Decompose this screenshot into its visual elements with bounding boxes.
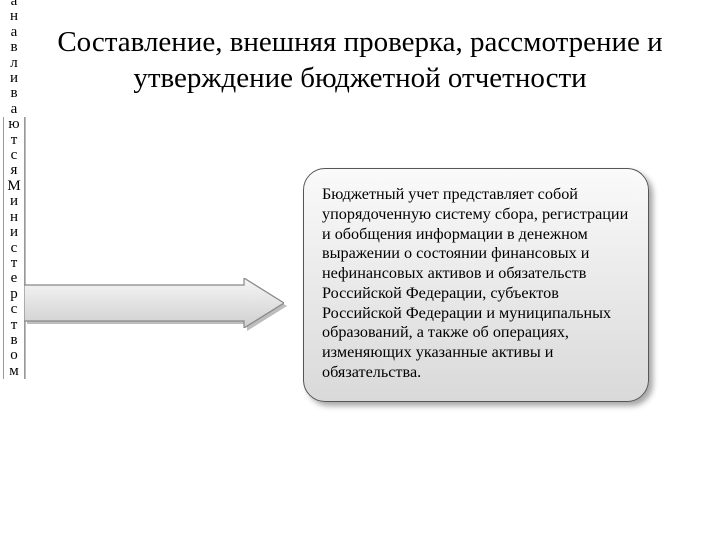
- vertical-char: р: [6, 287, 22, 302]
- page-title: Составление, внешняя проверка, рассмотре…: [0, 24, 720, 97]
- vertical-boxed-segment: ютсяМинистерством: [3, 117, 25, 379]
- vertical-char: о: [6, 348, 22, 363]
- vertical-char: с: [6, 241, 22, 256]
- vertical-char: я: [6, 163, 22, 178]
- vertical-char: т: [6, 256, 22, 271]
- vertical-char: ю: [6, 117, 22, 132]
- vertical-char: а: [5, 102, 23, 117]
- vertical-char: н: [5, 9, 23, 24]
- vertical-char: и: [5, 71, 23, 86]
- definition-text: Бюджетный учет представляет собой упоряд…: [322, 185, 628, 381]
- arrow-shape: [24, 278, 284, 328]
- vertical-text-column: анавлива ютсяМинистерством: [5, 0, 23, 379]
- vertical-plain-segment: анавлива: [5, 0, 23, 117]
- arrow-body: [24, 278, 284, 328]
- vertical-char: и: [6, 225, 22, 240]
- vertical-char: с: [6, 302, 22, 317]
- vertical-char: т: [6, 133, 22, 148]
- vertical-char: т: [6, 318, 22, 333]
- vertical-char: М: [6, 179, 22, 194]
- vertical-char: с: [6, 148, 22, 163]
- definition-panel: Бюджетный учет представляет собой упоряд…: [303, 168, 649, 402]
- vertical-char: н: [6, 210, 22, 225]
- vertical-char: в: [5, 40, 23, 55]
- vertical-char: м: [6, 364, 22, 379]
- vertical-char: а: [5, 25, 23, 40]
- vertical-char: в: [5, 86, 23, 101]
- vertical-char: в: [6, 333, 22, 348]
- vertical-char: е: [6, 271, 22, 286]
- vertical-char: и: [6, 194, 22, 209]
- vertical-char: л: [5, 56, 23, 71]
